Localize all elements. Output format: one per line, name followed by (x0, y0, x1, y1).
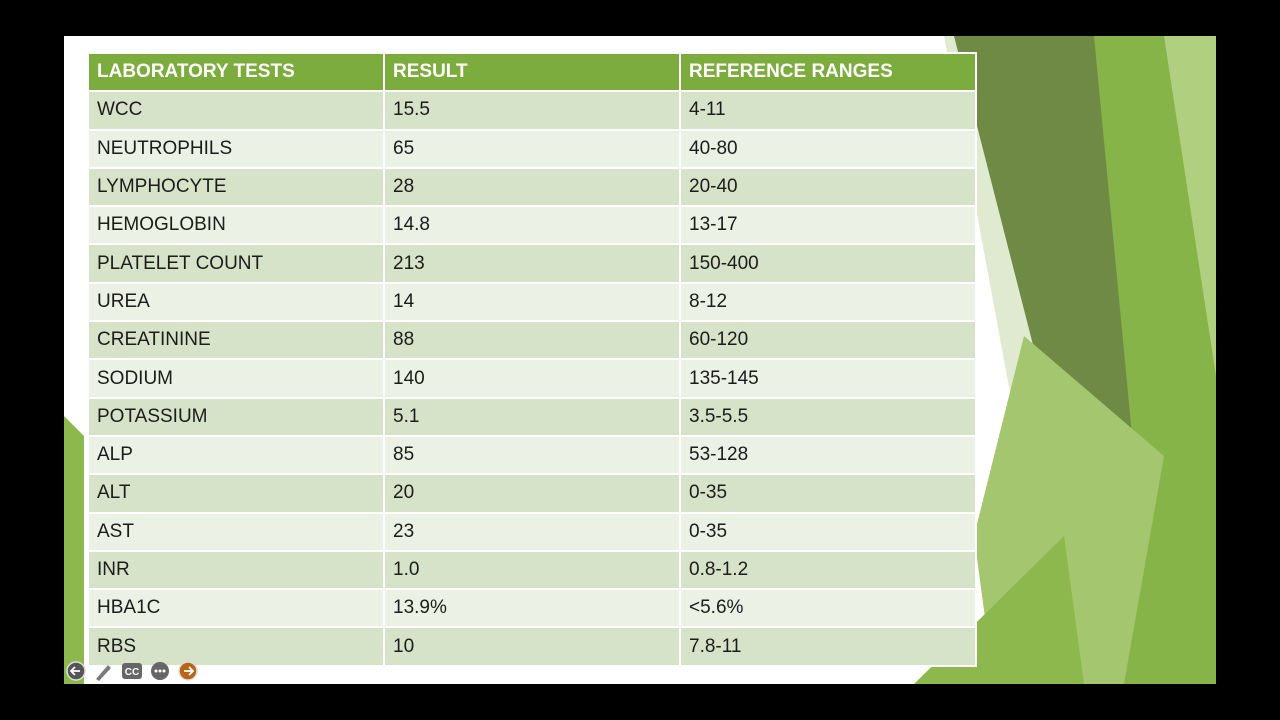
header-cell: REFERENCE RANGES (679, 51, 977, 93)
table-cell: 20-40 (679, 166, 977, 208)
table-row: ALT 20 0-35 (87, 473, 977, 514)
table-cell: CREATININE (87, 320, 385, 361)
table-row: SODIUM 140 135-145 (87, 358, 977, 399)
next-button[interactable] (178, 661, 198, 681)
player-controls: CC (66, 661, 198, 681)
table-cell: 85 (383, 434, 681, 476)
deco-shape (64, 416, 84, 684)
deco-shape (1164, 36, 1216, 376)
table-cell: SODIUM (87, 358, 385, 399)
table-cell: ALP (87, 434, 385, 476)
table-cell: PLATELET COUNT (87, 243, 385, 284)
captions-button[interactable]: CC (122, 663, 142, 679)
table-cell: 53-128 (679, 434, 977, 476)
table-cell: 3.5-5.5 (679, 396, 977, 437)
table-cell: 213 (383, 243, 681, 284)
table-cell: 40-80 (679, 128, 977, 169)
table-cell: <5.6% (679, 588, 977, 629)
table-cell: HEMOGLOBIN (87, 205, 385, 246)
table-row: NEUTROPHILS 65 40-80 (87, 128, 977, 169)
table-cell: 135-145 (679, 358, 977, 399)
table-cell: 13-17 (679, 205, 977, 246)
table-row: UREA 14 8-12 (87, 281, 977, 323)
table-cell: 0-35 (679, 473, 977, 514)
table-cell: POTASSIUM (87, 396, 385, 437)
table-row: INR 1.0 0.8-1.2 (87, 549, 977, 591)
table-cell: 5.1 (383, 396, 681, 437)
table-cell: AST (87, 511, 385, 552)
table-cell: 15.5 (383, 90, 681, 131)
table-cell: 20 (383, 473, 681, 514)
table-row: PLATELET COUNT 213 150-400 (87, 243, 977, 284)
table-cell: 23 (383, 511, 681, 552)
table-cell: UREA (87, 281, 385, 323)
lab-table: LABORATORY TESTS RESULT REFERENCE RANGES W… (87, 51, 977, 667)
table-row: HBA1C 13.9% <5.6% (87, 588, 977, 629)
table-cell: 88 (383, 320, 681, 361)
table-row: AST 23 0-35 (87, 511, 977, 552)
header-cell: RESULT (383, 51, 681, 93)
table-row: ALP 85 53-128 (87, 434, 977, 476)
table-cell: 14 (383, 281, 681, 323)
header-cell: LABORATORY TESTS (87, 51, 385, 93)
table-cell: 8-12 (679, 281, 977, 323)
more-button[interactable] (151, 662, 169, 680)
table-cell: 150-400 (679, 243, 977, 284)
table-row: CREATININE 88 60-120 (87, 320, 977, 361)
table-cell: WCC (87, 90, 385, 131)
table-row: WCC 15.5 4-11 (87, 90, 977, 131)
slide-decoration (64, 36, 1216, 684)
table-cell: 28 (383, 166, 681, 208)
table-cell: INR (87, 549, 385, 591)
table-row: LYMPHOCYTE 28 20-40 (87, 166, 977, 208)
captions-label: CC (125, 667, 139, 678)
table-cell: LYMPHOCYTE (87, 166, 385, 208)
pen-button[interactable] (96, 665, 111, 681)
table-cell: 0.8-1.2 (679, 549, 977, 591)
table-row: POTASSIUM 5.1 3.5-5.5 (87, 396, 977, 437)
table-cell: 0-35 (679, 511, 977, 552)
deco-shape (1094, 36, 1216, 684)
table-row: HEMOGLOBIN 14.8 13-17 (87, 205, 977, 246)
table-cell: 60-120 (679, 320, 977, 361)
table-cell: 14.8 (383, 205, 681, 246)
table-cell: HBA1C (87, 588, 385, 629)
table-cell: 4-11 (679, 90, 977, 131)
slide: LABORATORY TESTS RESULT REFERENCE RANGES W… (64, 36, 1216, 684)
table-cell: 13.9% (383, 588, 681, 629)
table-row: RBS 10 7.8-11 (87, 626, 977, 667)
header-row: LABORATORY TESTS RESULT REFERENCE RANGES (87, 51, 977, 93)
table-cell: 140 (383, 358, 681, 399)
table-cell: 7.8-11 (679, 626, 977, 667)
table-cell: 10 (383, 626, 681, 667)
table-cell: 1.0 (383, 549, 681, 591)
back-button[interactable] (66, 661, 86, 681)
table-cell: NEUTROPHILS (87, 128, 385, 169)
table-cell: ALT (87, 473, 385, 514)
table-cell: 65 (383, 128, 681, 169)
table-cell: RBS (87, 626, 385, 667)
